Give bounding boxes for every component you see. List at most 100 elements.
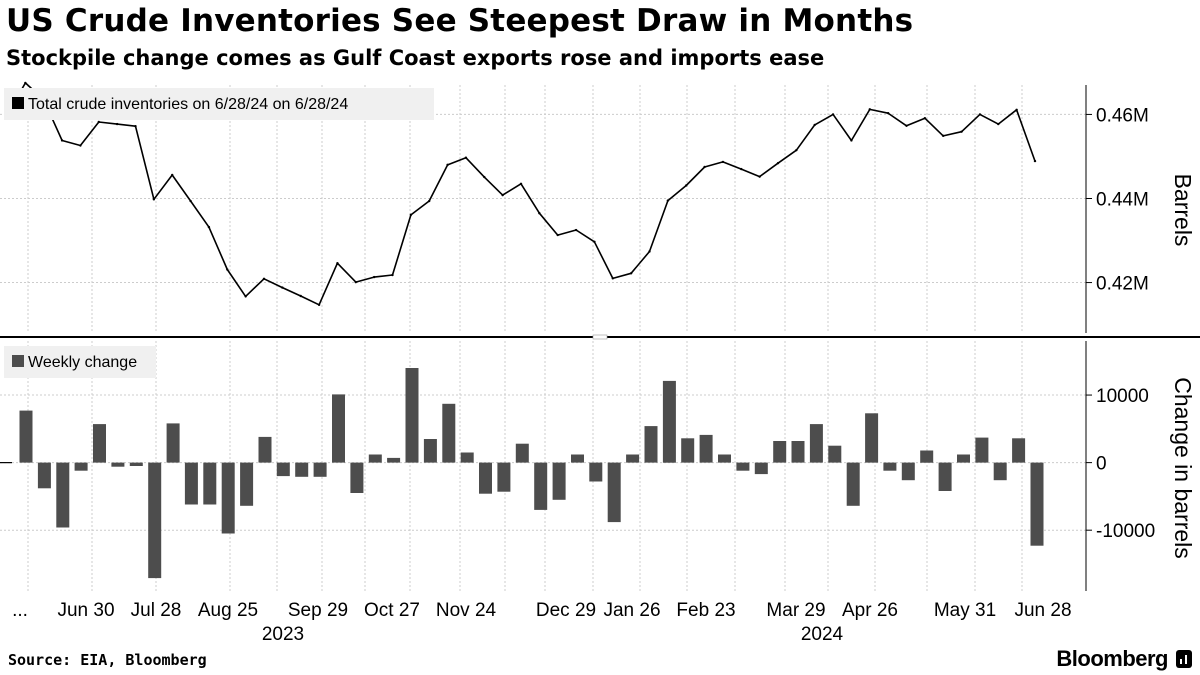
x-year-label: 2023: [262, 624, 304, 645]
legend-swatch-weekly: [12, 355, 24, 367]
inventory-data-point: [831, 113, 835, 116]
weekly-change-bar: [865, 413, 879, 463]
weekly-change-bar: [258, 436, 272, 463]
inventory-data-point: [354, 280, 357, 284]
weekly-change-bar: [736, 462, 750, 471]
inventory-data-point: [795, 148, 798, 152]
x-tick-label: Mar 29: [766, 600, 825, 621]
weekly-change-bar: [607, 462, 621, 523]
inventory-data-point: [997, 122, 1000, 126]
inventory-data-point: [611, 277, 614, 280]
inventory-data-point: [317, 303, 321, 307]
y-tick-label: 10000: [1096, 386, 1149, 407]
weekly-change-bar: [387, 457, 401, 463]
inventory-data-point: [850, 139, 853, 142]
x-tick-label: Oct 27: [364, 600, 420, 621]
inventory-data-point: [464, 156, 468, 159]
inventory-data-point: [299, 294, 302, 298]
inventory-data-point: [923, 117, 927, 120]
inventory-data-point: [115, 122, 119, 126]
x-tick-label: Jun 28: [1014, 600, 1071, 621]
weekly-change-bar: [295, 462, 309, 477]
inventory-data-point: [721, 160, 725, 164]
x-tick-label: Feb 23: [676, 600, 735, 621]
x-tick-label: Apr 26: [842, 600, 898, 621]
inventory-data-point: [60, 139, 64, 142]
legend-box-inventories: [4, 88, 434, 120]
weekly-change-bar: [883, 462, 897, 471]
weekly-change-bar: [1030, 462, 1044, 546]
inventory-data-point: [868, 108, 871, 111]
weekly-change-bar: [846, 462, 860, 506]
inventory-data-point: [905, 124, 908, 127]
weekly-change-bar: [37, 462, 51, 489]
inventory-data-point: [519, 182, 523, 185]
weekly-change-bar: [791, 441, 805, 463]
inventory-data-point: [336, 262, 339, 265]
inventory-data-point: [152, 198, 156, 201]
inventory-data-point: [978, 113, 982, 116]
weekly-change-bar: [809, 424, 823, 463]
weekly-change-bar: [332, 394, 345, 463]
weekly-change-bar: [221, 462, 235, 534]
weekly-change-bar: [423, 439, 437, 463]
inventory-data-point: [886, 111, 890, 115]
inventory-data-point: [24, 81, 27, 85]
weekly-change-bar: [571, 454, 584, 463]
weekly-change-bar: [589, 462, 603, 482]
chart-title: US Crude Inventories See Steepest Draw i…: [6, 3, 914, 39]
weekly-change-bar: [276, 462, 290, 477]
weekly-change-bar: [93, 424, 106, 463]
inventory-data-point: [391, 273, 394, 277]
weekly-change-bar: [828, 445, 842, 463]
y-axis-label-change: Change in barrels: [1170, 377, 1196, 559]
weekly-change-bar: [993, 462, 1007, 481]
inventory-data-point: [685, 184, 688, 187]
weekly-change-bar: [515, 443, 529, 463]
inventory-data-point: [97, 120, 100, 124]
inventory-data-point: [758, 175, 761, 178]
legend-label-weekly: Weekly change: [28, 354, 137, 371]
weekly-change-bar: [975, 437, 989, 463]
brand-logo: Bloomberg: [1056, 646, 1168, 671]
bloomberg-terminal-icon: [1176, 650, 1192, 668]
x-tick-label: Jul 28: [131, 600, 182, 621]
inventory-data-point: [1033, 159, 1037, 163]
weekly-change-bar: [111, 462, 125, 467]
x-tick-label: Aug 25: [198, 600, 258, 621]
weekly-change-bar: [626, 454, 640, 463]
weekly-change-bar: [240, 462, 254, 506]
legend-label-inventories: Total crude inventories on 6/28/24 on 6/…: [28, 96, 348, 113]
inventory-data-point: [372, 275, 376, 279]
inventory-data-point: [740, 167, 743, 171]
inventory-data-point: [501, 193, 504, 197]
panel-resize-handle: [592, 334, 608, 340]
inventory-data-point: [134, 124, 137, 128]
x-tick-label: May 31: [934, 600, 996, 621]
inventory-data-point: [813, 123, 816, 127]
y-tick-label: 0: [1096, 454, 1107, 475]
inventory-data-point: [79, 144, 82, 147]
weekly-change-bar: [901, 462, 915, 481]
weekly-change-bar: [957, 454, 970, 463]
weekly-change-bar: [681, 438, 695, 463]
weekly-change-bar: [552, 462, 566, 500]
weekly-change-bar: [56, 462, 70, 528]
weekly-change-bar: [129, 462, 143, 466]
weekly-change-bar: [920, 450, 934, 463]
inventory-data-point: [409, 213, 413, 217]
weekly-change-bar: [479, 462, 492, 494]
weekly-change-bar: [350, 462, 364, 493]
weekly-change-bar: [1012, 438, 1026, 463]
x-tick-label: Dec 29: [536, 600, 596, 621]
inventory-data-point: [1015, 108, 1018, 112]
inventory-data-point: [776, 161, 780, 165]
x-tick-label: Jun 30: [57, 600, 114, 621]
y-axis-label-inventories: Barrels: [1170, 174, 1196, 247]
inventory-data-point: [189, 199, 192, 203]
inventory-data-point: [244, 295, 247, 298]
inventory-data-point: [703, 165, 706, 169]
chart-subtitle: Stockpile change comes as Gulf Coast exp…: [6, 46, 825, 70]
inventory-data-point: [538, 212, 541, 215]
